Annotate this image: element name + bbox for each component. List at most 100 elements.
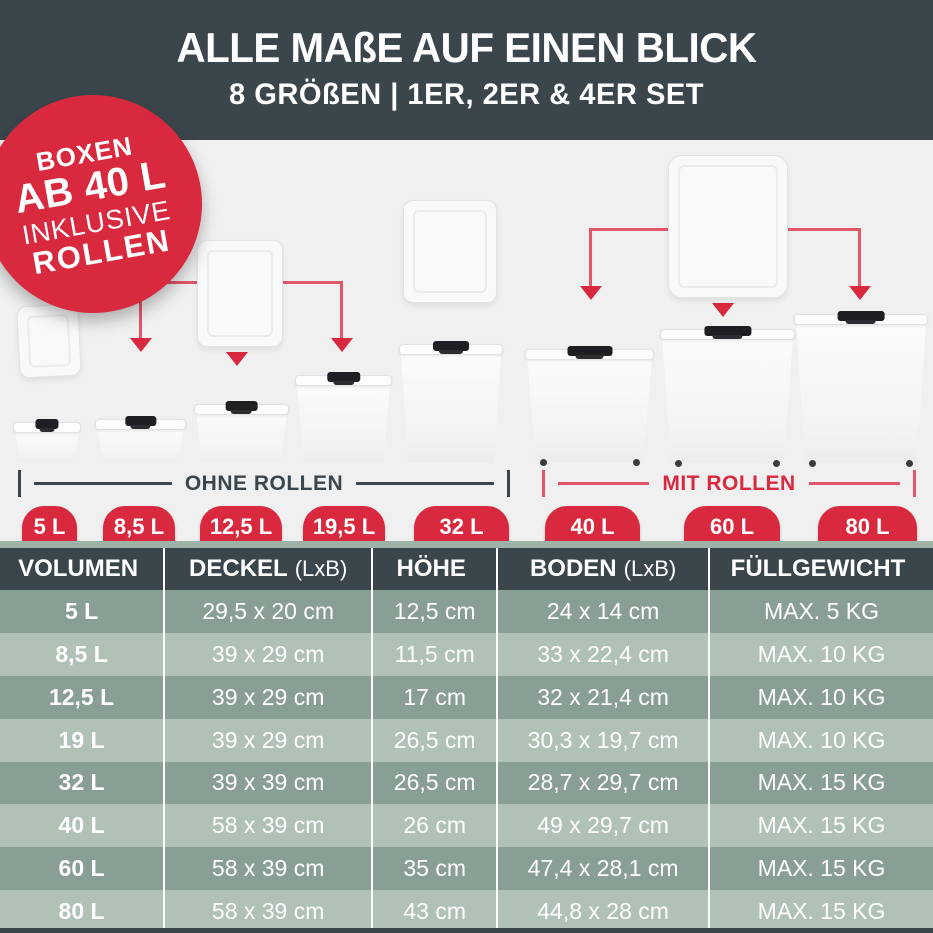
arrow-down-icon xyxy=(331,338,353,352)
table-cell: 58 x 39 cm xyxy=(165,804,374,848)
table-cell: MAX. 10 KG xyxy=(757,683,886,710)
clip-handle xyxy=(124,416,157,429)
header-cell-fuellgewicht: FÜLLGEWICHT xyxy=(710,548,933,590)
box-image-60l xyxy=(660,326,795,467)
dimension-line xyxy=(356,482,494,485)
table-cell: 30,3 x 19,7 cm xyxy=(498,718,710,762)
box-body xyxy=(196,413,287,462)
box-image-8-5l xyxy=(95,416,186,462)
box-body xyxy=(527,358,652,462)
table-cell: 60 L xyxy=(0,847,166,891)
table-cell: 49 x 29,7 cm xyxy=(498,804,710,848)
product-showcase xyxy=(0,140,933,541)
table-cell: 5 L xyxy=(0,590,166,633)
wheel xyxy=(772,460,780,467)
arrow-line xyxy=(340,281,343,338)
table-cell: 26 cm xyxy=(373,804,499,848)
table-cell: MAX. 15 KG xyxy=(757,812,886,839)
table-row: 32 L 39 x 39 cm 26,5 cm 28,7 x 29,7 cm M… xyxy=(0,761,933,805)
box-image-12-5l xyxy=(194,401,289,462)
box-body xyxy=(97,428,184,462)
dimension-cap xyxy=(507,470,510,497)
bottom-edge-bar xyxy=(0,928,933,933)
table-cell: MAX. 10 KG xyxy=(757,640,886,667)
box-image-40l xyxy=(525,346,654,466)
table-row: 40 L 58 x 39 cm 26 cm 49 x 29,7 cm MAX. … xyxy=(0,804,933,848)
table-cell: 12,5 L xyxy=(0,675,166,719)
header-label: HÖHE xyxy=(396,555,466,582)
page-title: ALLE MAßE AUF EINEN BLICK xyxy=(176,24,757,71)
clip-handle xyxy=(433,341,469,354)
table-cell: 39 x 29 cm xyxy=(165,718,374,762)
dimension-line xyxy=(808,482,901,485)
table-row: 19 L 39 x 29 cm 26,5 cm 30,3 x 19,7 cm M… xyxy=(0,718,933,762)
table-cell: 58 x 39 cm xyxy=(165,890,374,933)
table-cell: MAX. 15 KG xyxy=(757,769,886,796)
table-cell: 35 cm xyxy=(373,847,499,891)
table-cell: 58 x 39 cm xyxy=(165,847,374,891)
header-label: BODEN xyxy=(529,555,617,582)
box-image-80l xyxy=(794,311,928,467)
table-cell: 80 L xyxy=(0,890,166,933)
box-image-5l xyxy=(13,419,81,462)
clip-handle xyxy=(326,372,361,385)
table-cell: MAX. 15 KG xyxy=(757,855,886,882)
size-table: VOLUMEN DECKEL (LxB) HÖHE BODEN (LxB) FÜLL… xyxy=(0,541,933,933)
dimension-cap xyxy=(913,470,917,497)
header-suffix: (LxB) xyxy=(623,556,677,581)
arrow-line xyxy=(858,228,861,286)
clip-handle xyxy=(837,311,885,324)
table-cell: 24 x 14 cm xyxy=(498,590,710,633)
table-cell: 26,5 cm xyxy=(373,718,499,762)
dimension-line xyxy=(558,482,650,485)
table-cell: 29,5 x 20 cm xyxy=(165,590,374,633)
table-cell: 47,4 x 28,1 cm xyxy=(498,847,710,891)
arrow-down-icon xyxy=(712,303,734,317)
table-cell: 33 x 22,4 cm xyxy=(498,632,710,676)
header-cell-hoehe: HÖHE xyxy=(373,548,499,590)
table-cell: 39 x 29 cm xyxy=(165,675,374,719)
table-cell: 43 cm xyxy=(373,890,499,933)
wheel xyxy=(632,459,640,466)
table-cell: 44,8 x 28 cm xyxy=(498,890,710,933)
dimension-cap xyxy=(18,470,21,497)
arrow-down-icon xyxy=(226,352,248,366)
lid-image-large xyxy=(668,155,788,298)
table-cell: 40 L xyxy=(0,804,166,848)
table-cell: 17 cm xyxy=(373,675,499,719)
dimension-line xyxy=(34,482,172,485)
lid-image-medium xyxy=(197,240,283,347)
table-cell: 8,5 L xyxy=(0,632,166,676)
table-cell: MAX. 5 KG xyxy=(763,597,879,624)
arrow-line xyxy=(139,281,142,338)
page-subtitle: 8 GRÖßEN | 1ER, 2ER & 4ER SET xyxy=(229,78,704,111)
table-cell: MAX. 15 KG xyxy=(757,898,886,925)
clip-handle xyxy=(703,326,752,339)
table-header: VOLUMEN DECKEL (LxB) HÖHE BODEN (LxB) FÜLL… xyxy=(0,548,933,590)
arrow-down-icon xyxy=(580,286,602,300)
box-body xyxy=(297,384,390,462)
header-cell-boden: BODEN (LxB) xyxy=(498,548,710,590)
wheel xyxy=(539,459,547,466)
box-image-32l xyxy=(399,341,503,462)
clip-handle xyxy=(35,419,59,432)
box-body xyxy=(662,338,793,463)
header-label: DECKEL xyxy=(189,555,288,582)
lid-image-32l xyxy=(403,200,497,303)
wheel xyxy=(675,460,683,467)
table-cell: 28,7 x 29,7 cm xyxy=(498,761,710,805)
header-cell-deckel: DECKEL (LxB) xyxy=(165,548,374,590)
ohne-rollen-dimension: OHNE ROLLEN xyxy=(18,470,510,497)
arrow-down-icon xyxy=(130,338,152,352)
header-label: VOLUMEN xyxy=(18,555,139,582)
header-suffix: (LxB) xyxy=(294,556,348,581)
box-body xyxy=(401,353,501,462)
table-cell: 11,5 cm xyxy=(373,632,499,676)
header-cell-volumen: VOLUMEN xyxy=(0,548,166,590)
table-cell: 19 L xyxy=(0,718,166,762)
mit-rollen-label: MIT ROLLEN xyxy=(662,471,796,495)
table-cell: 39 x 29 cm xyxy=(165,632,374,676)
promo-badge: BOXEN AB 40 L INKLUSIVE ROLLEN xyxy=(0,95,202,313)
header-label: FÜLLGEWICHT xyxy=(730,555,906,582)
